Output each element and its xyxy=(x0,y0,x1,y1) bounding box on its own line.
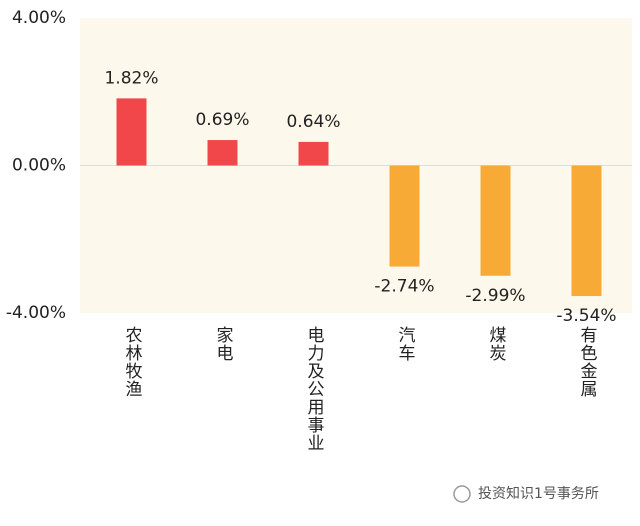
y-tick-label: -4.00% xyxy=(6,303,66,323)
bar xyxy=(389,165,420,267)
bar xyxy=(480,165,511,276)
watermark-text: 投资知识1号事务所 xyxy=(478,485,599,502)
x-tick-label: 电力及公用事业 xyxy=(304,326,325,452)
x-tick-label: 农林牧渔 xyxy=(122,326,143,398)
watermark-icon xyxy=(453,485,471,503)
x-tick-label: 有色金属 xyxy=(577,326,598,398)
bar xyxy=(298,141,329,166)
x-tick-label: 煤炭 xyxy=(486,326,507,362)
y-tick-label: 4.00% xyxy=(12,8,66,28)
value-label: -2.99% xyxy=(465,286,525,306)
value-label: 1.82% xyxy=(104,68,158,88)
bar xyxy=(116,98,147,166)
watermark: 投资知识1号事务所 xyxy=(453,485,599,503)
value-label: -2.74% xyxy=(374,277,434,297)
x-tick-label: 家电 xyxy=(213,326,233,362)
value-label: -3.54% xyxy=(556,306,616,326)
value-label: 0.64% xyxy=(286,112,340,132)
y-tick-label: 0.00% xyxy=(12,156,66,176)
x-tick-label: 汽车 xyxy=(395,326,416,362)
value-label: 0.69% xyxy=(195,110,249,130)
bar xyxy=(571,165,602,297)
bar xyxy=(207,140,238,166)
